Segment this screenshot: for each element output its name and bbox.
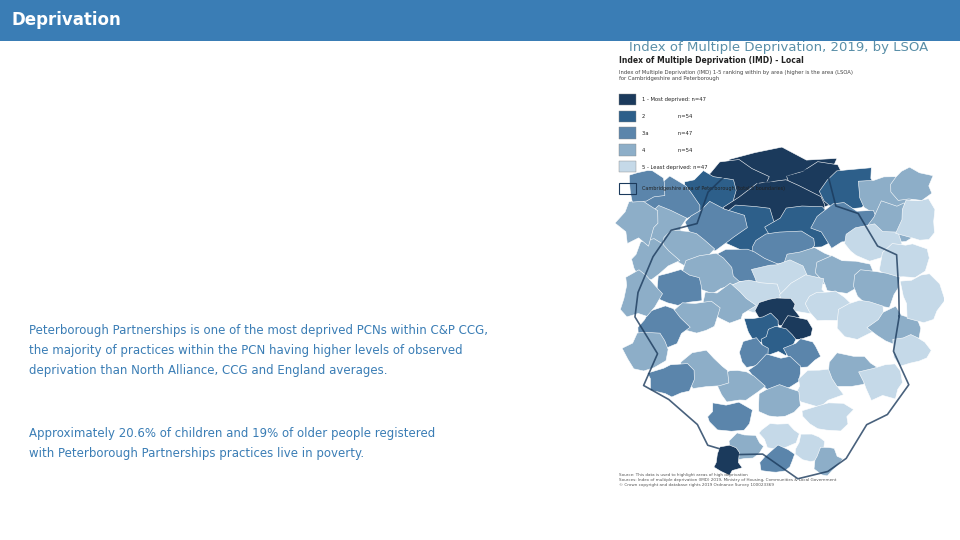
Text: 5 - Least deprived: n=47: 5 - Least deprived: n=47 (642, 165, 708, 170)
Text: 1 - Most deprived: n=47: 1 - Most deprived: n=47 (642, 97, 707, 102)
Text: Approximately 20.6% of children and 19% of older people registered
with Peterbor: Approximately 20.6% of children and 19% … (29, 427, 435, 460)
Bar (619, 144, 636, 156)
Text: Deprivation: Deprivation (12, 11, 121, 29)
FancyBboxPatch shape (0, 0, 960, 40)
Text: Cambridgeshire area of Peterborough (total 5 boundaries): Cambridgeshire area of Peterborough (tot… (642, 186, 785, 191)
Text: Index of Multiple Deprivation, 2019, by LSOA: Index of Multiple Deprivation, 2019, by … (629, 40, 928, 53)
Text: Source: This data is used to highlight areas of high deprivation
Sources: Index : Source: This data is used to highlight a… (619, 472, 836, 487)
Text: Index of Multiple Deprivation (IMD) - Local: Index of Multiple Deprivation (IMD) - Lo… (619, 56, 804, 65)
Text: 4                    n=54: 4 n=54 (642, 148, 693, 153)
Bar (619, 161, 636, 172)
Bar (619, 183, 636, 194)
Bar (619, 127, 636, 139)
Bar (619, 93, 636, 105)
Text: Peterborough Partnerships is one of the most deprived PCNs within C&P CCG,
the m: Peterborough Partnerships is one of the … (29, 324, 488, 377)
Text: Index of Multiple Deprivation (IMD) 1-5 ranking within by area (higher is the ar: Index of Multiple Deprivation (IMD) 1-5 … (619, 70, 853, 81)
Text: 3a                  n=47: 3a n=47 (642, 131, 692, 136)
Text: 2                    n=54: 2 n=54 (642, 114, 693, 119)
Bar (619, 111, 636, 122)
